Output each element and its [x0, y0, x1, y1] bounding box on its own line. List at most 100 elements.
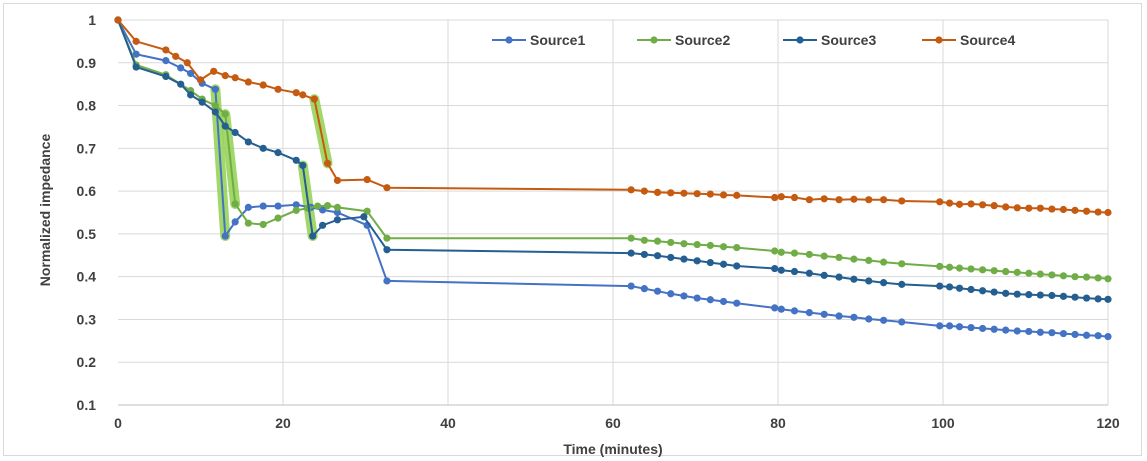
x-axis-title: Time (minutes) [563, 441, 662, 457]
data-point [835, 273, 843, 281]
data-point [210, 67, 218, 75]
series-source3 [114, 16, 1112, 303]
data-point [680, 255, 688, 263]
data-point [946, 283, 954, 291]
data-point [733, 191, 741, 199]
data-point [777, 193, 785, 201]
data-point [1002, 326, 1010, 334]
data-point [898, 197, 906, 205]
data-point [314, 202, 322, 210]
legend-label: Source2 [675, 32, 730, 48]
data-point [979, 287, 987, 295]
data-point [865, 315, 873, 323]
y-tick-label: 0.1 [77, 397, 97, 413]
data-point [820, 271, 828, 279]
legend-item-source1: Source1 [492, 32, 585, 48]
data-point [667, 238, 675, 247]
data-point [292, 201, 300, 209]
data-point [172, 52, 180, 60]
data-point [187, 69, 195, 78]
data-point [880, 258, 888, 266]
data-point [363, 207, 371, 215]
data-point [333, 203, 342, 211]
data-point [820, 195, 828, 203]
data-point [244, 203, 252, 211]
data-point [627, 234, 635, 242]
data-point [1104, 275, 1112, 283]
data-point [1059, 272, 1068, 280]
data-point [1094, 332, 1102, 340]
data-point [1094, 274, 1102, 282]
data-point [627, 186, 635, 194]
y-tick-label: 0.8 [77, 98, 97, 114]
data-point [231, 200, 239, 208]
data-point [680, 240, 688, 248]
data-point [719, 297, 728, 306]
series-source4 [114, 16, 1112, 217]
data-point [979, 324, 987, 333]
data-point [936, 198, 944, 206]
data-point [850, 255, 858, 263]
data-point [259, 220, 267, 229]
data-point [333, 216, 342, 224]
legend-marker [650, 36, 658, 44]
data-point [1082, 331, 1091, 339]
data-point [693, 190, 701, 198]
legend-item-source2: Source2 [637, 32, 730, 48]
data-point [936, 322, 944, 330]
legend-marker [935, 36, 943, 44]
data-point [360, 213, 368, 221]
legend-marker [505, 36, 513, 44]
data-point [183, 59, 191, 67]
data-point [865, 277, 873, 285]
data-point [1071, 293, 1079, 301]
data-point [627, 249, 635, 257]
data-point [693, 257, 701, 265]
data-point [274, 214, 282, 222]
data-point [805, 250, 813, 259]
data-point [667, 290, 675, 298]
data-point [946, 263, 954, 271]
data-point [790, 307, 799, 315]
data-point [221, 232, 229, 240]
data-point [790, 249, 799, 257]
data-point [990, 202, 998, 210]
data-point [640, 285, 648, 293]
chart-frame [3, 3, 1142, 456]
data-point [299, 91, 307, 99]
x-tick-label: 120 [1096, 415, 1120, 431]
data-point [820, 252, 828, 260]
data-point [850, 195, 858, 203]
data-point [1094, 208, 1102, 216]
data-point [805, 309, 813, 317]
data-point [719, 191, 728, 199]
data-point [1036, 204, 1044, 212]
data-point [693, 294, 701, 302]
data-point [719, 243, 728, 251]
data-point [880, 316, 888, 324]
data-point [1071, 206, 1079, 214]
data-point [640, 250, 648, 259]
data-point [1104, 208, 1112, 217]
data-point [777, 266, 785, 274]
data-point [1013, 268, 1021, 276]
data-point [221, 72, 229, 80]
data-point [627, 282, 635, 290]
data-point [771, 264, 779, 273]
data-point [865, 196, 873, 204]
y-tick-label: 0.6 [77, 183, 97, 199]
data-point [292, 156, 300, 164]
data-point [1036, 291, 1044, 299]
data-point [1048, 271, 1056, 279]
data-point [898, 318, 906, 326]
data-point [898, 280, 906, 288]
legend-marker [796, 36, 804, 44]
data-point [706, 190, 714, 198]
data-point [333, 176, 342, 185]
data-point [1082, 273, 1091, 281]
y-tick-label: 0.9 [77, 55, 97, 71]
data-point [990, 325, 998, 333]
data-point [936, 262, 944, 270]
data-point [653, 252, 662, 260]
